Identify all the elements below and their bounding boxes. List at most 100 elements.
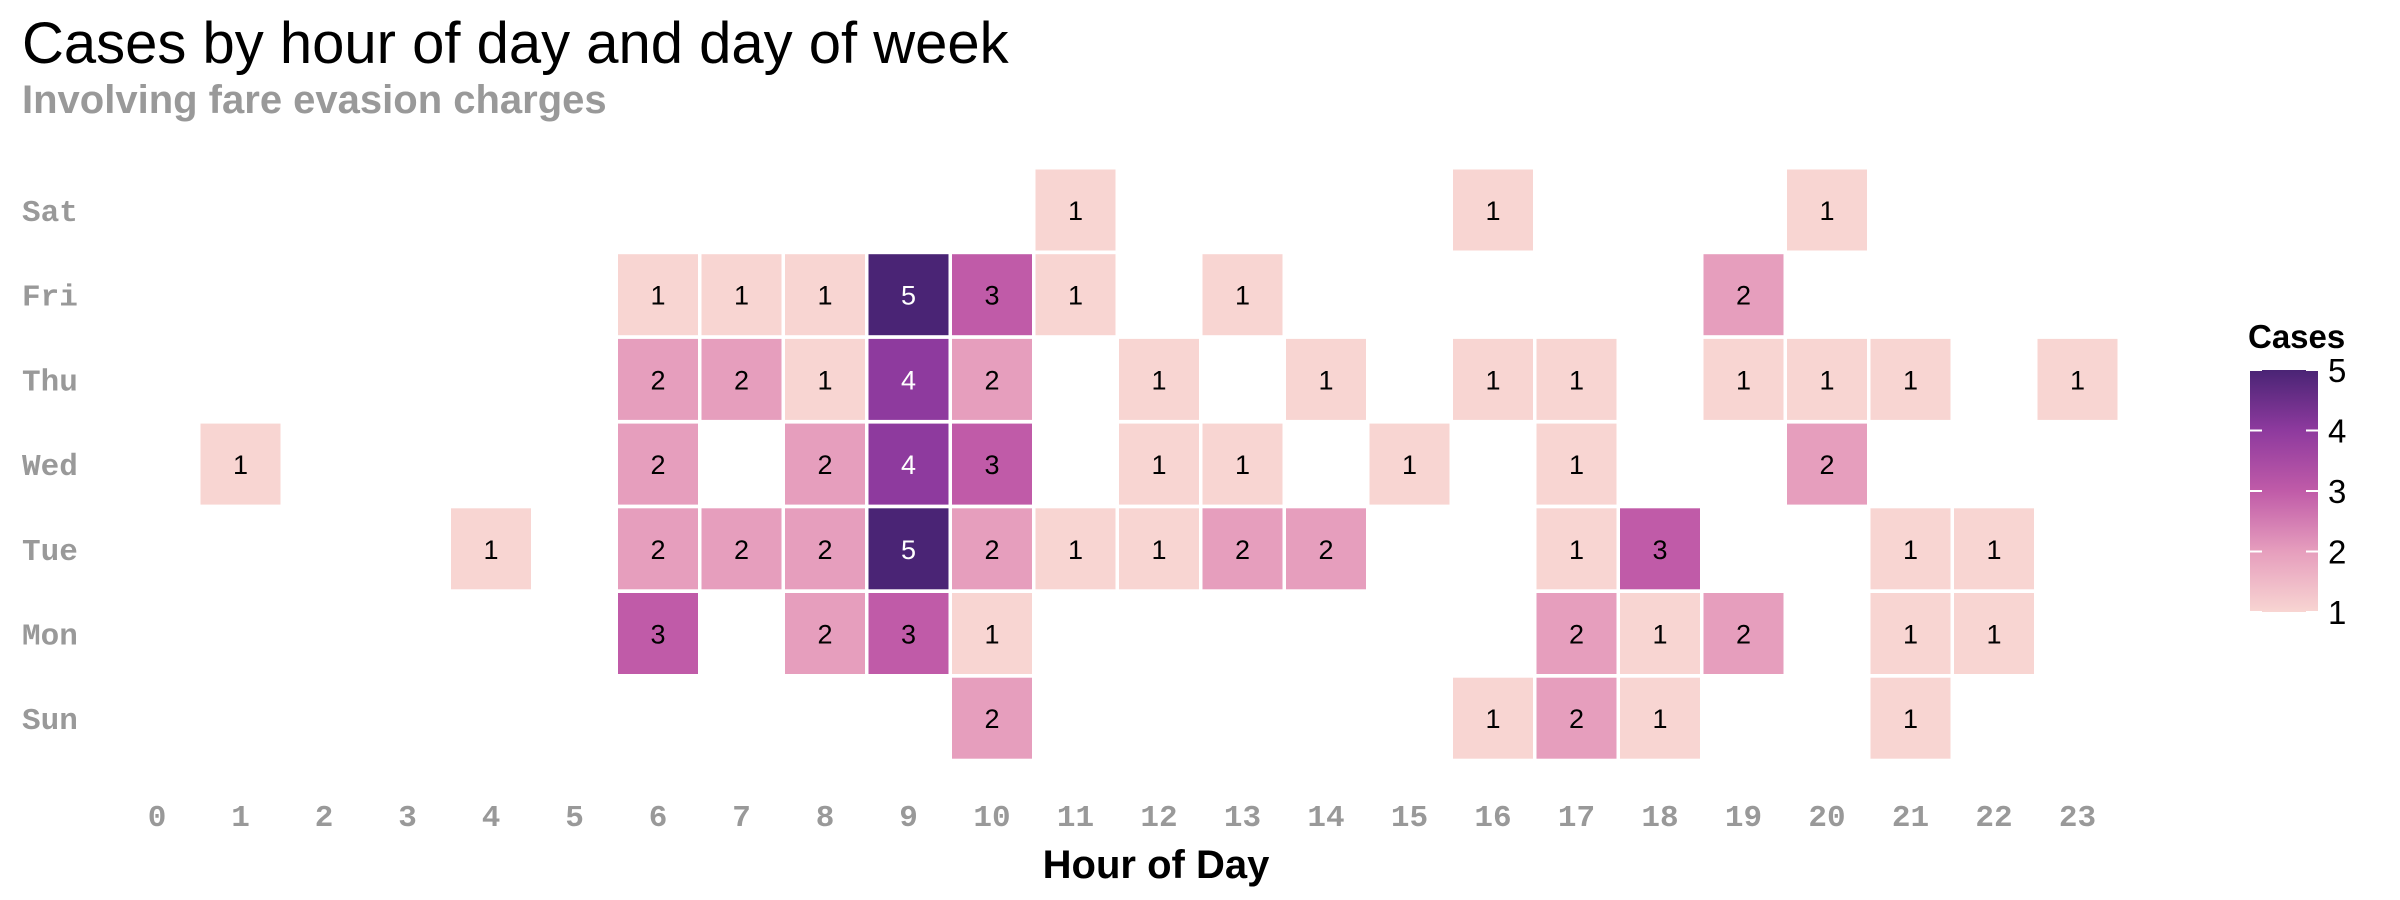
heatmap-cell-tue-22 <box>1954 508 2034 590</box>
heatmap-cell-thu-21 <box>1870 338 1951 420</box>
cell-value-label: 4 <box>901 365 916 395</box>
cell-value-label: 2 <box>1235 535 1250 565</box>
heatmap-cell-tue-9 <box>868 508 949 590</box>
cell-value-label: 1 <box>1569 365 1584 395</box>
cell-value-label: 1 <box>734 281 749 311</box>
x-tick-label-15: 15 <box>1391 801 1428 836</box>
heatmap-cell-mon-9 <box>868 593 949 674</box>
heatmap-cell-mon-21 <box>1870 593 1951 674</box>
cell-value-label: 1 <box>1485 365 1500 395</box>
cell-value-label: 1 <box>1736 365 1751 395</box>
cell-value-label: 1 <box>1485 704 1500 734</box>
heatmap-cell-sat-20 <box>1787 169 1867 251</box>
cell-value-label: 1 <box>817 365 832 395</box>
cell-value-label: 3 <box>901 620 916 650</box>
x-tick-label-16: 16 <box>1474 801 1511 836</box>
x-tick-label-6: 6 <box>649 801 668 836</box>
heatmap-cell-sun-17 <box>1536 677 1617 759</box>
cell-value-label: 2 <box>817 620 832 650</box>
cell-value-label: 1 <box>1652 704 1667 734</box>
heatmap-cell-mon-22 <box>1954 593 2034 674</box>
y-axis-ticks: Sat Fri Thu Wed Tue Mon Sun <box>22 196 78 739</box>
heatmap-cell-wed-9 <box>868 423 949 505</box>
cell-value-label: 1 <box>233 450 248 480</box>
cell-value-label: 5 <box>901 281 916 311</box>
cell-value-label: 1 <box>1569 450 1584 480</box>
cell-value-label: 1 <box>1151 535 1166 565</box>
x-axis-title: Hour of Day <box>1043 843 1270 887</box>
x-tick-label-5: 5 <box>565 801 584 836</box>
cell-value-label: 2 <box>650 450 665 480</box>
cell-value-label: 2 <box>1569 704 1584 734</box>
cell-value-label: 2 <box>1819 450 1834 480</box>
heatmap-cell-wed-1 <box>200 423 281 505</box>
cell-value-label: 1 <box>1485 196 1500 226</box>
cell-value-label: 1 <box>1903 535 1918 565</box>
cell-value-label: 1 <box>1819 365 1834 395</box>
heatmap-cell-thu-9 <box>868 338 949 420</box>
cell-value-label: 2 <box>1318 535 1333 565</box>
heatmap-cell-wed-20 <box>1787 423 1867 505</box>
heatmap-cell-tue-21 <box>1870 508 1951 590</box>
cell-value-label: 2 <box>1736 281 1751 311</box>
heatmap-cell-thu-19 <box>1703 338 1784 420</box>
heatmap-cell-tue-8 <box>785 508 865 590</box>
heatmap-cell-fri-7 <box>701 254 782 336</box>
cell-value-label: 1 <box>650 281 665 311</box>
y-tick-label-fri: Fri <box>22 281 78 316</box>
heatmap-cell-thu-10 <box>952 338 1032 420</box>
cell-value-label: 1 <box>2070 365 2085 395</box>
cell-value-label: 4 <box>901 450 916 480</box>
heatmap-cell-tue-18 <box>1620 508 1700 590</box>
cell-value-label: 3 <box>984 450 999 480</box>
heatmap-cell-mon-8 <box>785 593 865 674</box>
cell-value-label: 1 <box>1903 620 1918 650</box>
legend-tick-label-4: 4 <box>2328 413 2346 450</box>
heatmap-cell-thu-7 <box>701 338 782 420</box>
heatmap-cell-thu-16 <box>1453 338 1533 420</box>
heatmap-cell-fri-6 <box>618 254 698 336</box>
x-tick-label-23: 23 <box>2059 801 2096 836</box>
heatmap-cell-sun-18 <box>1620 677 1700 759</box>
x-tick-label-8: 8 <box>816 801 835 836</box>
heatmap-cell-mon-19 <box>1703 593 1784 674</box>
heatmap-cell-mon-17 <box>1536 593 1617 674</box>
heatmap-cell-wed-13 <box>1202 423 1283 505</box>
heatmap-cell-thu-17 <box>1536 338 1617 420</box>
legend-tick-label-2: 2 <box>2328 534 2346 571</box>
heatmap-cell-fri-19 <box>1703 254 1784 336</box>
x-tick-label-21: 21 <box>1892 801 1929 836</box>
x-tick-label-17: 17 <box>1558 801 1595 836</box>
x-tick-label-1: 1 <box>231 801 250 836</box>
cell-value-label: 2 <box>650 535 665 565</box>
y-tick-label-mon: Mon <box>22 620 78 655</box>
cell-value-label: 2 <box>1569 620 1584 650</box>
heatmap-cell-mon-18 <box>1620 593 1700 674</box>
heatmap-cell-wed-12 <box>1119 423 1199 505</box>
cell-value-label: 3 <box>984 281 999 311</box>
x-tick-label-7: 7 <box>732 801 751 836</box>
cell-value-label: 1 <box>1986 535 2001 565</box>
x-tick-label-20: 20 <box>1808 801 1845 836</box>
heatmap-cell-thu-14 <box>1286 338 1366 420</box>
heatmap-cell-wed-6 <box>618 423 698 505</box>
cell-value-label: 1 <box>1068 196 1083 226</box>
heatmap-cell-sun-16 <box>1453 677 1533 759</box>
y-tick-label-wed: Wed <box>22 450 78 485</box>
cell-value-label: 2 <box>1736 620 1751 650</box>
cell-value-label: 1 <box>1402 450 1417 480</box>
heatmap-cell-fri-10 <box>952 254 1032 336</box>
heatmap-cell-sat-11 <box>1035 169 1116 251</box>
heatmap-cell-wed-15 <box>1369 423 1450 505</box>
cell-value-label: 2 <box>734 535 749 565</box>
x-tick-label-19: 19 <box>1725 801 1762 836</box>
x-axis-ticks: 0 1 2 3 4 5 6 7 8 9 10 11 12 13 14 15 16 17 18 19 20 21 22 23 <box>148 801 2096 836</box>
cell-value-label: 1 <box>1652 620 1667 650</box>
cell-value-label: 1 <box>1819 196 1834 226</box>
legend-tick-label-1: 1 <box>2328 594 2346 631</box>
heatmap-cells: 1 1 1 1 1 1 5 3 1 1 2 2 2 1 4 2 1 1 1 1 1 1 1 1 1 2 2 4 3 1 1 1 1 2 1 2 2 2 5 2… <box>200 169 2118 759</box>
cell-value-label: 1 <box>483 535 498 565</box>
heatmap-cell-thu-23 <box>2037 338 2118 420</box>
cell-value-label: 1 <box>984 620 999 650</box>
